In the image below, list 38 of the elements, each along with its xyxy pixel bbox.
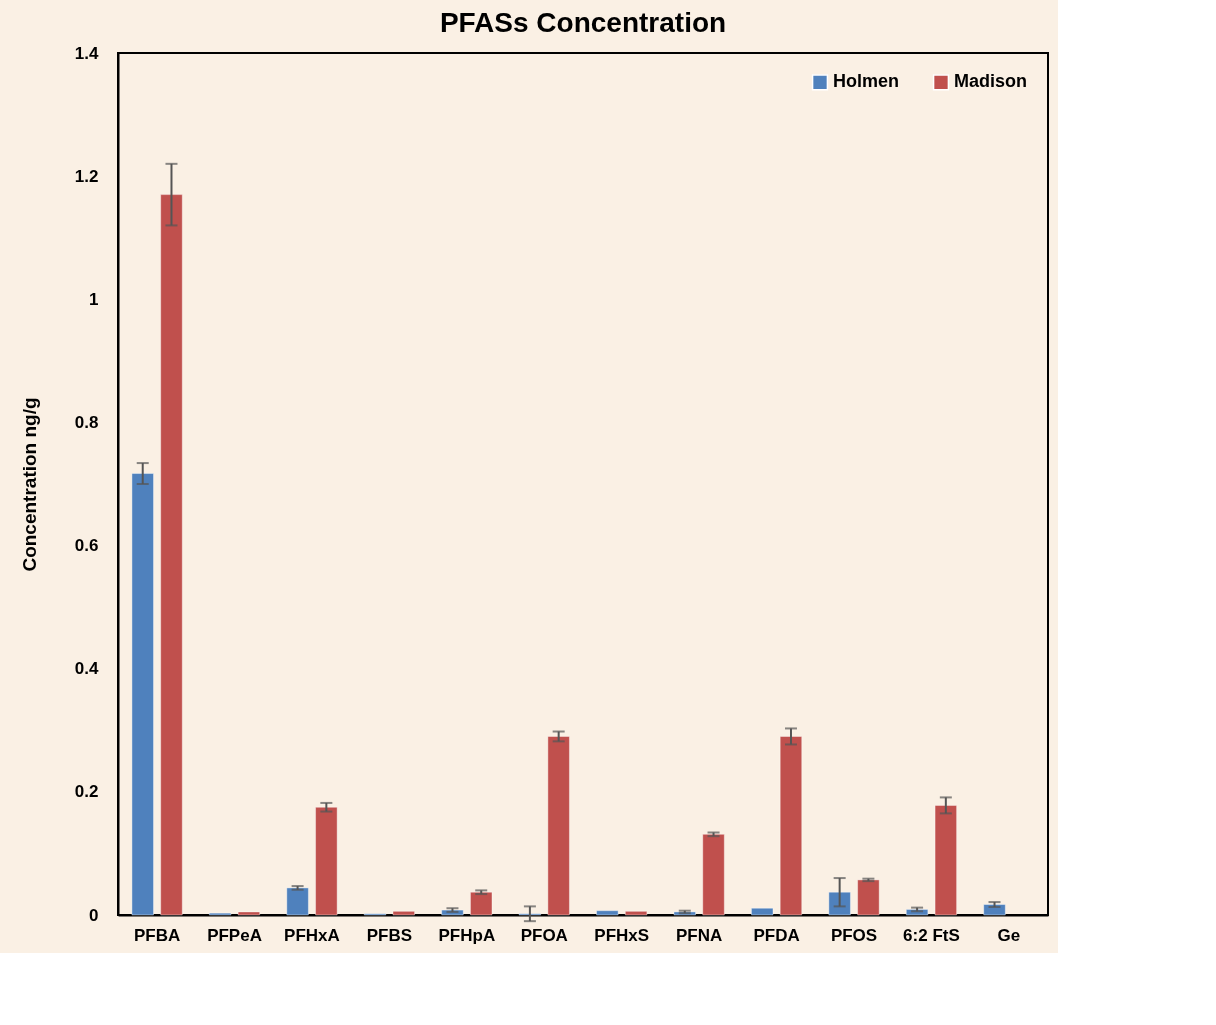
y-tick-label: 0.6 [74, 536, 99, 556]
y-axis-title: Concentration ng/g [18, 397, 40, 572]
bar [596, 910, 619, 916]
x-tick-label: PFOS [830, 925, 878, 945]
y-tick-label: 0 [89, 905, 99, 925]
x-tick-label: PFOA [520, 925, 568, 945]
bar [828, 891, 851, 916]
bar [160, 194, 183, 916]
y-tick-label: 1.2 [74, 166, 99, 186]
y-tick-label: 1.4 [74, 43, 100, 63]
bar [779, 735, 803, 916]
bar [702, 833, 725, 916]
bar [934, 804, 958, 916]
bar [237, 911, 261, 916]
x-tick-label: PFHxA [284, 925, 340, 945]
x-tick-label: PFBS [366, 925, 413, 945]
x-tick-label: 6:2 FtS [903, 925, 960, 945]
x-tick-label: Ge [997, 925, 1021, 945]
y-tick-label: 0.2 [74, 782, 99, 802]
y-tick-label: 0.4 [74, 659, 100, 679]
y-tick-label: 0.8 [74, 412, 99, 432]
x-tick-label: PFPeA [207, 925, 262, 945]
x-tick-label: PFNA [676, 925, 723, 945]
bar [750, 907, 774, 916]
bar [624, 910, 648, 916]
x-tick-label: PFBA [133, 925, 181, 945]
bar [392, 910, 416, 916]
legend-label: Holmen [833, 71, 900, 92]
bar [857, 879, 880, 916]
chart-title: PFASs Concentration [439, 7, 727, 38]
bar [469, 891, 493, 916]
x-tick-label: PFHpA [438, 925, 496, 945]
legend-label: Madison [954, 71, 1028, 92]
x-tick-label: PFDA [753, 925, 800, 945]
x-tick-label: PFHxS [594, 925, 650, 945]
bar [286, 887, 309, 916]
bar [131, 473, 155, 916]
y-tick-label: 1 [89, 289, 99, 309]
